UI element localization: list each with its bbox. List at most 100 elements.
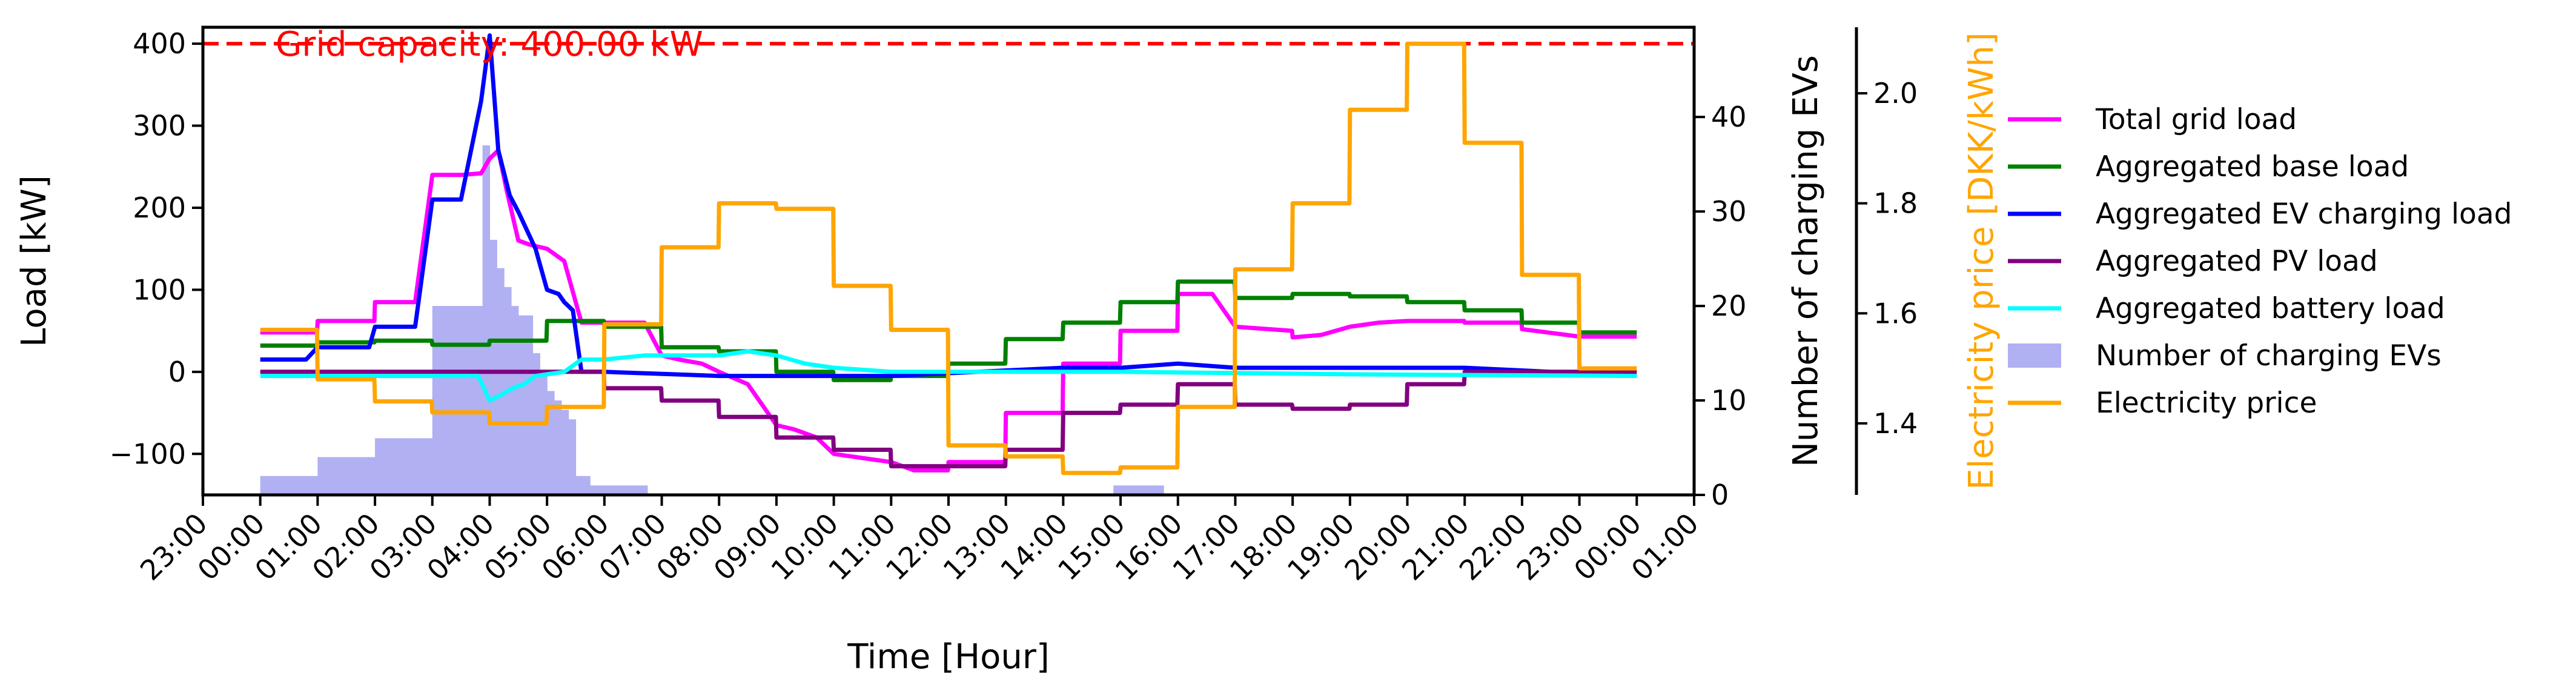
bar <box>310 476 318 495</box>
legend-label: Total grid load <box>2095 103 2297 136</box>
y2-tick-label: 20 <box>1711 290 1747 322</box>
legend-label: Aggregated PV load <box>2096 245 2378 278</box>
legend-label: Number of charging EVs <box>2096 339 2442 373</box>
series-total-grid-load <box>260 148 1637 472</box>
bar <box>511 306 519 495</box>
y2-tick-label: 30 <box>1711 195 1747 228</box>
bar <box>425 438 433 495</box>
bar <box>1134 485 1143 495</box>
series-aggregated-ev-charging-load <box>260 33 1637 379</box>
bar <box>525 315 534 495</box>
bar <box>339 457 347 495</box>
legend-item: Aggregated base load <box>2008 150 2409 184</box>
bar <box>274 476 282 495</box>
bar <box>461 306 469 495</box>
x-tick-label: 01:00 <box>1625 507 1705 587</box>
legend-item: Aggregated battery load <box>2008 292 2445 325</box>
y2-tick-label: 0 <box>1711 479 1729 511</box>
y3-tick-label: 2.0 <box>1873 77 1918 110</box>
bar <box>597 485 605 495</box>
y-axis-title: Load [kW] <box>15 175 54 347</box>
bar <box>303 476 311 495</box>
y-tick-label: −100 <box>110 437 186 470</box>
bar <box>439 306 448 495</box>
bar <box>382 438 390 495</box>
bar <box>332 457 340 495</box>
legend-item: Total grid load <box>2008 103 2297 136</box>
bar <box>540 372 548 495</box>
series-electricity-price <box>260 41 1637 476</box>
bar <box>1156 485 1164 495</box>
bar <box>468 306 476 495</box>
y2-tick-label: 40 <box>1711 101 1747 133</box>
bar <box>590 485 598 495</box>
bar <box>368 457 376 495</box>
bar <box>482 145 491 495</box>
bar <box>432 306 440 495</box>
bar <box>547 391 555 495</box>
bar <box>518 315 526 495</box>
bar <box>360 457 368 495</box>
bar <box>640 485 648 495</box>
y-tick-label: 0 <box>168 356 186 388</box>
y-tick-label: 100 <box>133 273 186 306</box>
y3-axis-title: Electricity price [DKK/kWh] <box>1962 32 2001 490</box>
bar <box>282 476 290 495</box>
bar <box>418 438 426 495</box>
bar <box>611 485 620 495</box>
bar <box>446 306 454 495</box>
legend-label: Aggregated EV charging load <box>2096 197 2512 231</box>
series-number-of-charging-evs <box>260 145 1164 495</box>
bar <box>497 268 505 495</box>
bar <box>296 476 304 495</box>
bar <box>554 400 562 495</box>
bar <box>1121 485 1128 495</box>
series-aggregated-battery-load <box>260 349 1637 403</box>
bar <box>626 485 634 495</box>
bar <box>1113 485 1121 495</box>
bar <box>396 438 405 495</box>
capacity-label: Grid capacity: 400.00 kW <box>276 25 703 64</box>
bar <box>633 485 641 495</box>
bar <box>411 438 419 495</box>
bar <box>489 239 497 495</box>
bar <box>575 476 583 495</box>
bar <box>389 438 397 495</box>
bar <box>317 457 325 495</box>
legend-item: Number of charging EVs <box>2008 339 2442 373</box>
legend: Total grid load Aggregated base load Aggre… <box>2008 103 2512 420</box>
bar <box>475 306 483 495</box>
y3-tick-label: 1.6 <box>1873 297 1918 330</box>
axes: 23:0000:0001:0002:0003:0004:0005:0006:00… <box>110 27 1918 587</box>
legend-swatch <box>2008 343 2061 368</box>
bar <box>260 476 268 495</box>
bar <box>604 485 612 495</box>
bar <box>289 476 297 495</box>
bar <box>568 419 577 495</box>
legend-item: Aggregated PV load <box>2008 245 2378 278</box>
bar <box>618 485 626 495</box>
plot-area <box>203 33 1694 495</box>
bar <box>454 306 462 495</box>
bar <box>1142 485 1150 495</box>
legend-label: Aggregated base load <box>2096 150 2409 184</box>
bar <box>353 457 362 495</box>
bar <box>346 457 354 495</box>
bar <box>325 457 333 495</box>
bar <box>267 476 275 495</box>
y2-axis-title: Number of charging EVs <box>1786 55 1826 467</box>
y3-tick-label: 1.8 <box>1873 187 1918 220</box>
legend-item: Aggregated EV charging load <box>2008 197 2512 231</box>
bar <box>583 476 591 495</box>
bar <box>561 409 569 495</box>
legend-label: Aggregated battery load <box>2096 292 2445 325</box>
series-aggregated-pv-load <box>260 370 1637 469</box>
y-tick-label: 200 <box>133 191 186 224</box>
bar <box>375 438 383 495</box>
bar <box>1127 485 1136 495</box>
legend-item: Electricity price <box>2008 386 2317 420</box>
y2-tick-label: 10 <box>1711 384 1747 417</box>
bar <box>1149 485 1157 495</box>
y-tick-label: 300 <box>133 110 186 142</box>
